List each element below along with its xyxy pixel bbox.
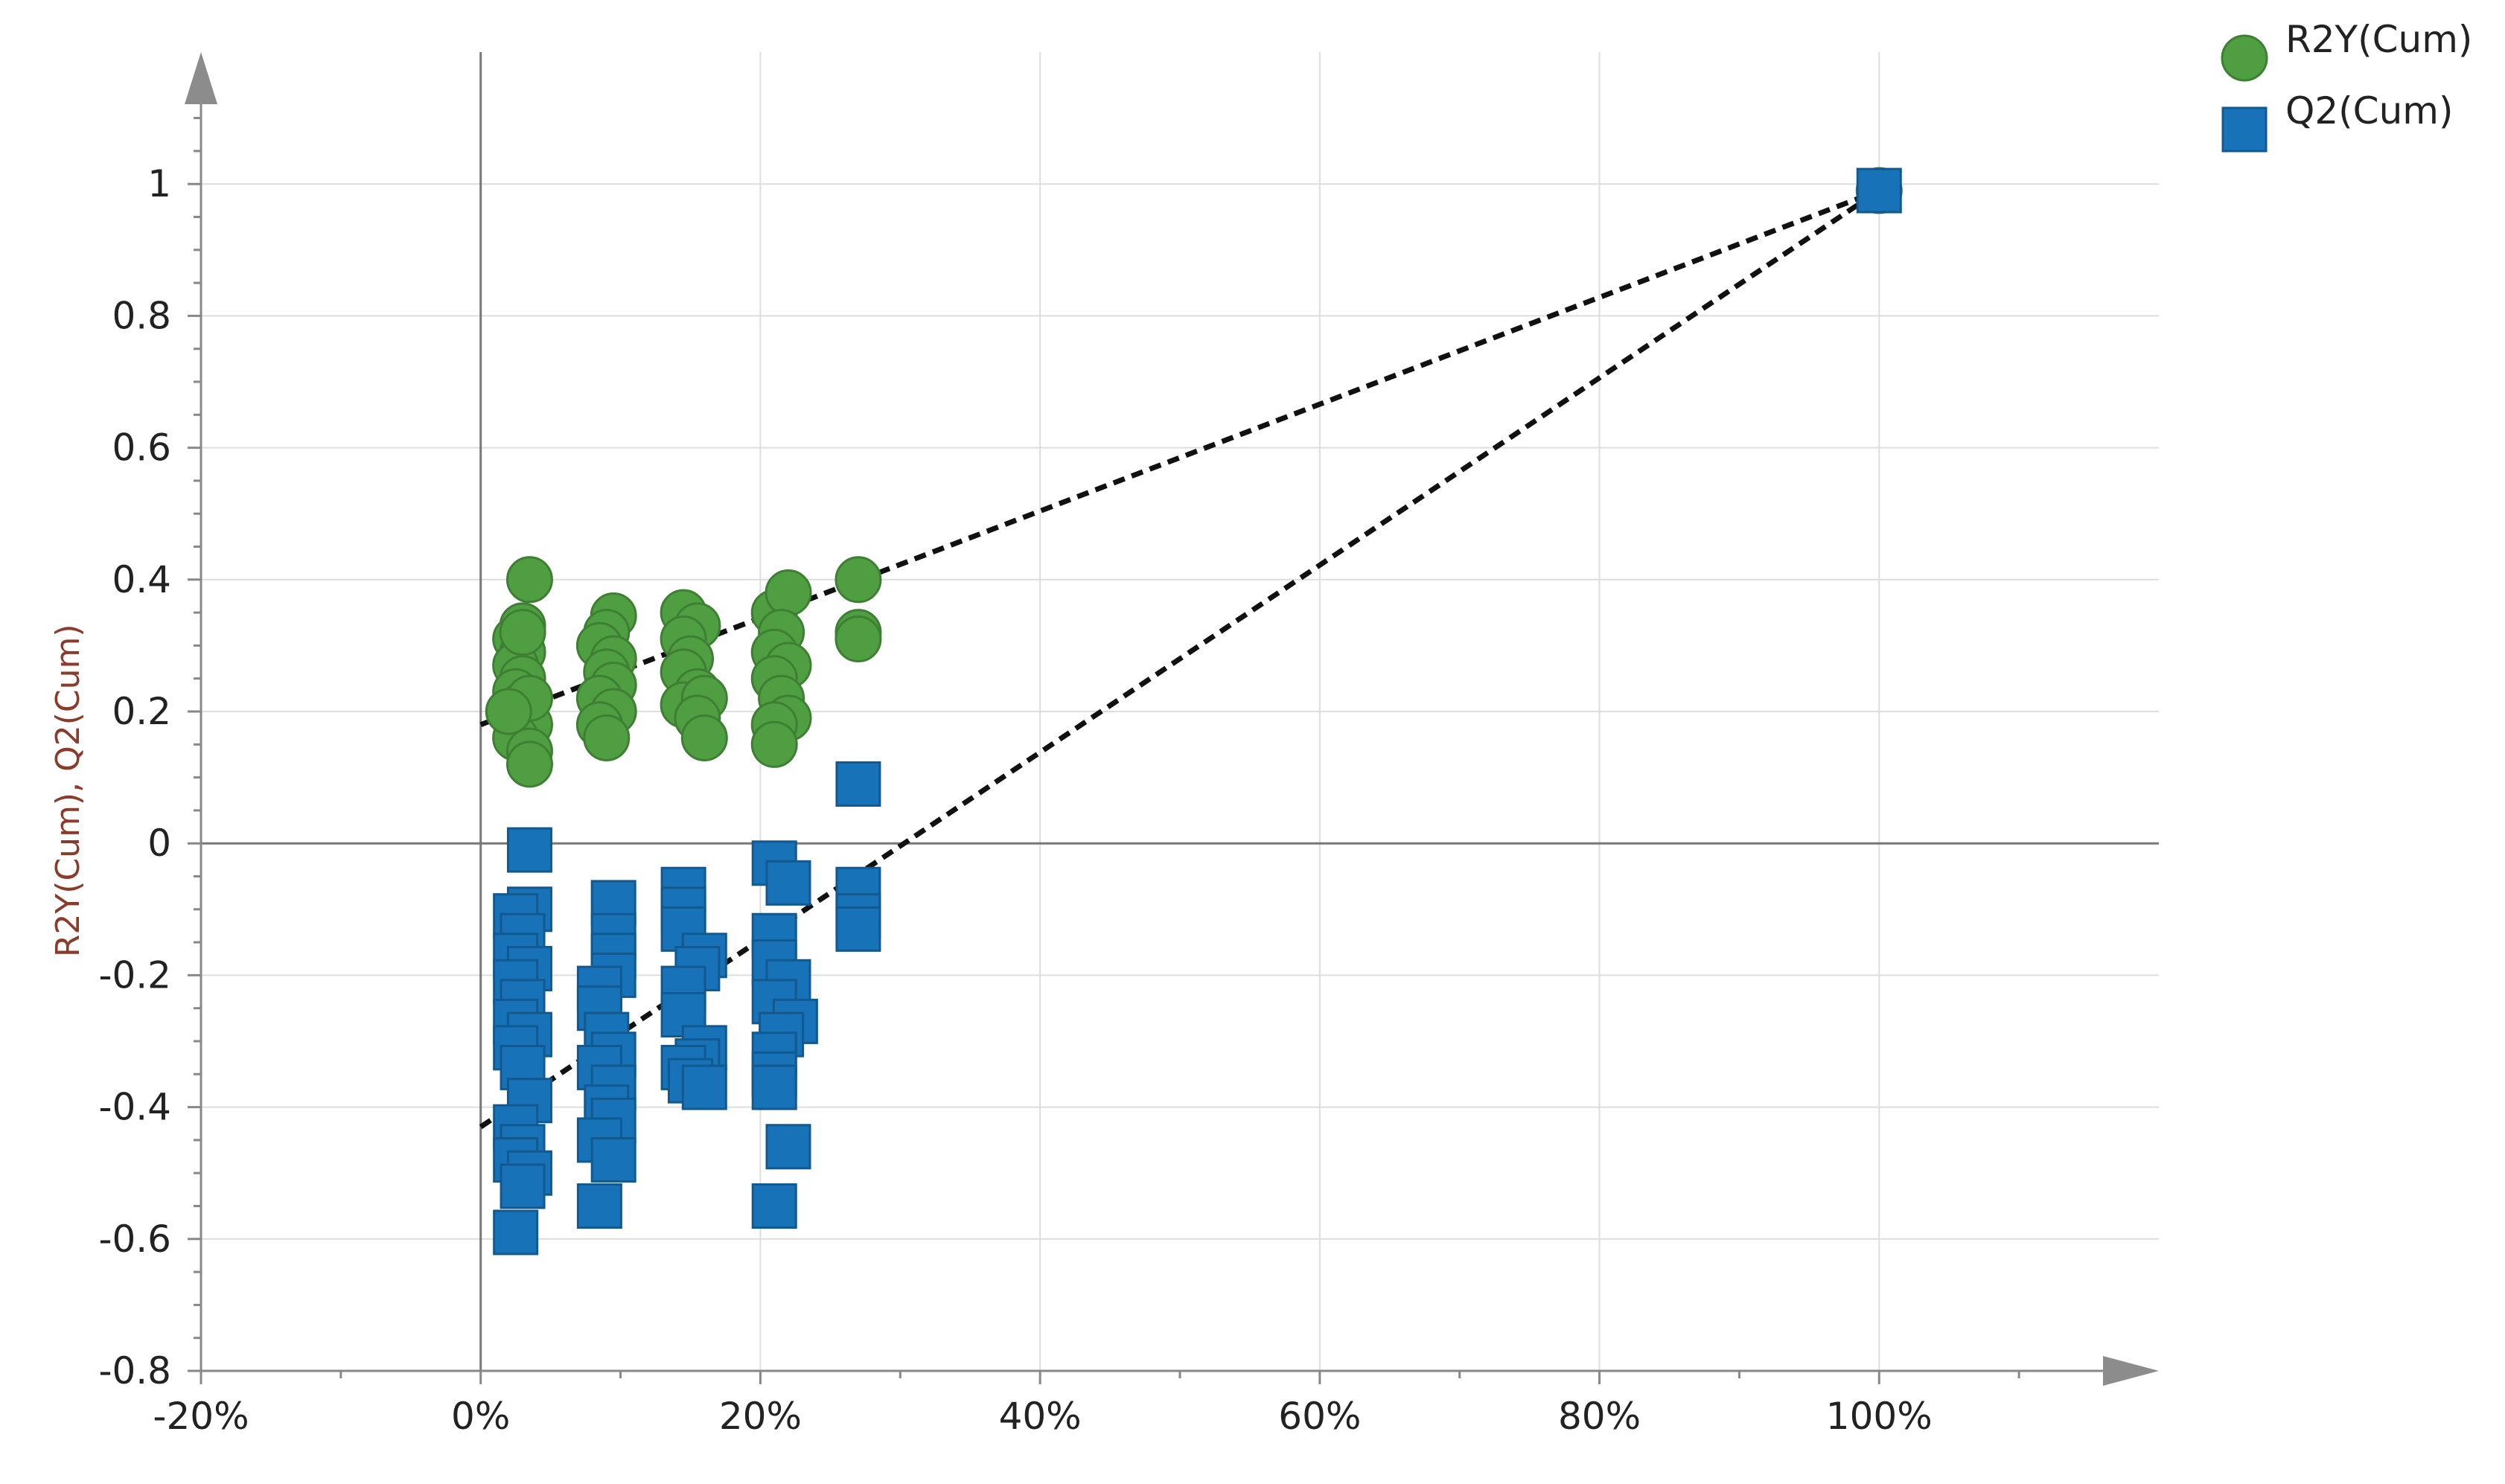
q2-point — [590, 1136, 636, 1183]
q2-point — [1856, 167, 1902, 214]
y-tick-label: -0.2 — [98, 953, 171, 997]
y-tick-label: 0.8 — [112, 294, 171, 337]
x-tick-label: 40% — [999, 1395, 1082, 1438]
r2y-point — [583, 714, 631, 761]
q2-point — [765, 1124, 811, 1170]
x-tick-label: 80% — [1558, 1395, 1641, 1438]
q2-point — [576, 1183, 622, 1229]
legend-label: Q2(Cum) — [2285, 89, 2454, 132]
axes — [185, 52, 2159, 1386]
x-tick-label: 60% — [1278, 1395, 1361, 1438]
y-tick-label: 0.4 — [112, 558, 171, 601]
q2-point — [681, 1064, 727, 1110]
tick-labels: -20% 0% 20% 40% 60% 80% 100% 1 0.8 0.6 0.4 0.2 0 -0.2… — [98, 162, 1932, 1438]
x-tick-label: -20% — [153, 1395, 249, 1438]
q2-point — [751, 1064, 797, 1110]
r2y-point — [505, 741, 553, 788]
r2y-point — [835, 615, 882, 663]
y-tick-label: -0.8 — [98, 1349, 171, 1392]
q2-point — [493, 1209, 539, 1256]
q2-point — [765, 860, 811, 906]
r2y-point — [680, 714, 728, 761]
legend-entry: R2Y(Cum) — [2221, 18, 2472, 82]
r2y-point — [750, 720, 798, 768]
x-tick-label: 0% — [451, 1395, 510, 1438]
legend-circle-icon — [2221, 34, 2268, 82]
legend: R2Y(Cum) Q2(Cum) — [2221, 18, 2472, 153]
data-points — [485, 167, 1903, 1256]
legend-entry: Q2(Cum) — [2221, 89, 2454, 153]
y-axis-label: R2Y(Cum), Q2(Cum) — [49, 624, 87, 957]
r2y-point — [765, 569, 812, 617]
y-axis-label-group: R2Y(Cum), Q2(Cum) — [49, 624, 87, 957]
trend-line — [479, 188, 1880, 727]
q2-point — [751, 1183, 797, 1229]
r2y-point — [485, 688, 532, 735]
y-tick-label: 0.6 — [112, 426, 171, 470]
legend-label: R2Y(Cum) — [2285, 18, 2472, 61]
y-tick-label: 0.2 — [112, 690, 171, 733]
x-tick-label: 100% — [1826, 1395, 1933, 1438]
y-tick-label: 1 — [147, 162, 171, 205]
y-tick-label: -0.6 — [98, 1218, 171, 1261]
y-axis-arrow — [185, 52, 217, 104]
x-axis-arrow — [2103, 1356, 2159, 1386]
q2-point — [506, 827, 552, 873]
y-tick-label: 0 — [147, 822, 171, 865]
r2y-point — [505, 556, 553, 604]
q2-point — [500, 1163, 546, 1209]
x-tick-label: 20% — [719, 1395, 802, 1438]
q2-point — [835, 761, 881, 807]
q2-point — [835, 906, 881, 952]
r2y-point — [835, 556, 882, 604]
r2y-point — [499, 609, 546, 656]
legend-square-icon — [2221, 106, 2268, 153]
y-tick-label: -0.4 — [98, 1086, 171, 1129]
